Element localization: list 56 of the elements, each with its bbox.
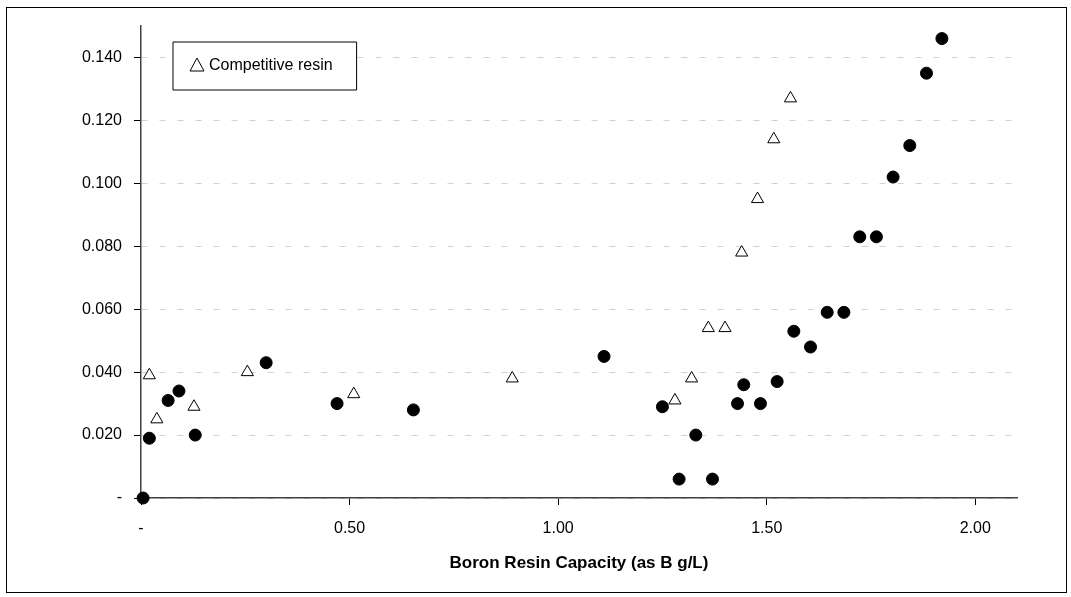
point <box>240 364 254 377</box>
point <box>259 356 273 370</box>
point <box>919 66 933 80</box>
point <box>136 491 150 505</box>
point <box>886 170 900 184</box>
point <box>718 320 732 333</box>
point <box>820 305 834 319</box>
point <box>787 324 801 338</box>
point <box>701 320 715 333</box>
point <box>869 230 883 244</box>
y-tick-label: 0.060 <box>81 299 123 317</box>
point <box>505 370 519 383</box>
x-axis-title: Boron Resin Capacity (as B g/L) <box>449 553 709 573</box>
y-tick-label: 0.100 <box>81 173 123 191</box>
point <box>735 245 749 257</box>
x-tick-label: 1.50 <box>751 519 783 537</box>
point <box>737 378 751 392</box>
point <box>142 367 156 380</box>
point <box>161 393 175 407</box>
point <box>150 411 164 424</box>
legend-label: Competitive resin <box>209 56 333 74</box>
y-tick-label: 0.140 <box>81 47 123 65</box>
point <box>783 90 798 103</box>
point <box>689 428 703 442</box>
point <box>187 399 201 411</box>
point <box>655 400 669 414</box>
y-tick-label: 0.080 <box>81 236 123 254</box>
point <box>770 375 784 389</box>
point <box>172 384 186 398</box>
y-tick-label: - <box>116 488 122 506</box>
point <box>753 397 767 411</box>
point <box>188 428 202 442</box>
point <box>935 32 949 46</box>
point <box>597 349 611 363</box>
point <box>731 397 745 411</box>
y-tick-label: 0.020 <box>81 425 123 443</box>
x-tick-label: 2.00 <box>959 519 991 537</box>
point <box>837 305 851 319</box>
y-tick-label: 0.120 <box>81 110 123 128</box>
x-tick-label: - <box>138 519 144 537</box>
point <box>668 392 682 405</box>
x-tick-label: 0.50 <box>334 519 366 537</box>
point <box>903 139 917 153</box>
point <box>804 340 818 354</box>
point <box>347 386 361 399</box>
point <box>767 131 781 144</box>
point <box>750 191 765 204</box>
point <box>406 403 420 417</box>
point <box>142 431 156 445</box>
point <box>685 370 699 383</box>
point <box>853 230 867 244</box>
point <box>330 397 344 411</box>
point <box>705 472 719 486</box>
point <box>672 472 686 486</box>
x-tick-label: 1.00 <box>542 519 574 537</box>
y-tick-label: 0.040 <box>81 362 123 380</box>
